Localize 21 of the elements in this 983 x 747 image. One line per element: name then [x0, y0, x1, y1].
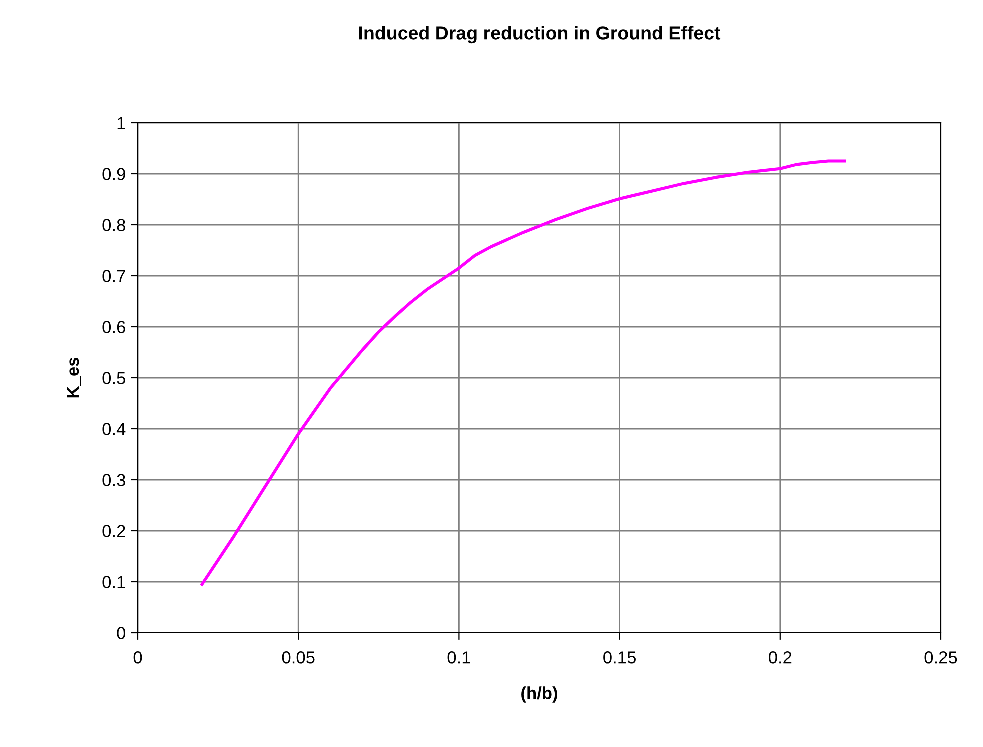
y-tick-label: 0.5: [102, 372, 126, 384]
y-tick-label: 0.4: [102, 423, 126, 436]
x-tick-label: 0.25: [924, 652, 958, 664]
x-tick-label: 0.05: [282, 652, 315, 664]
y-tick-label: 0.8: [102, 219, 126, 232]
y-tick-label: 0: [117, 627, 126, 640]
x-tick-label: 0.2: [769, 652, 792, 664]
y-tick-label: 0.1: [102, 576, 126, 588]
y-tick-label: 1: [118, 117, 126, 130]
y-tick-label: 0.7: [102, 270, 126, 282]
line-series: [200, 160, 846, 586]
x-tick-label: 0.15: [604, 652, 636, 664]
y-tick-label: 0.9: [102, 168, 126, 180]
x-tick-label: 0: [134, 652, 142, 664]
x-tick-label: 0.1: [448, 652, 470, 664]
y-axis-title: K_es: [67, 358, 82, 398]
y-tick-label: 0.6: [102, 321, 126, 334]
x-axis-title: (h/b): [522, 686, 558, 703]
y-tick-label: 0.3: [102, 474, 126, 486]
y-tick-label: 0.2: [102, 525, 126, 538]
chart-title: Induced Drag reduction in Ground Effect: [360, 26, 721, 44]
